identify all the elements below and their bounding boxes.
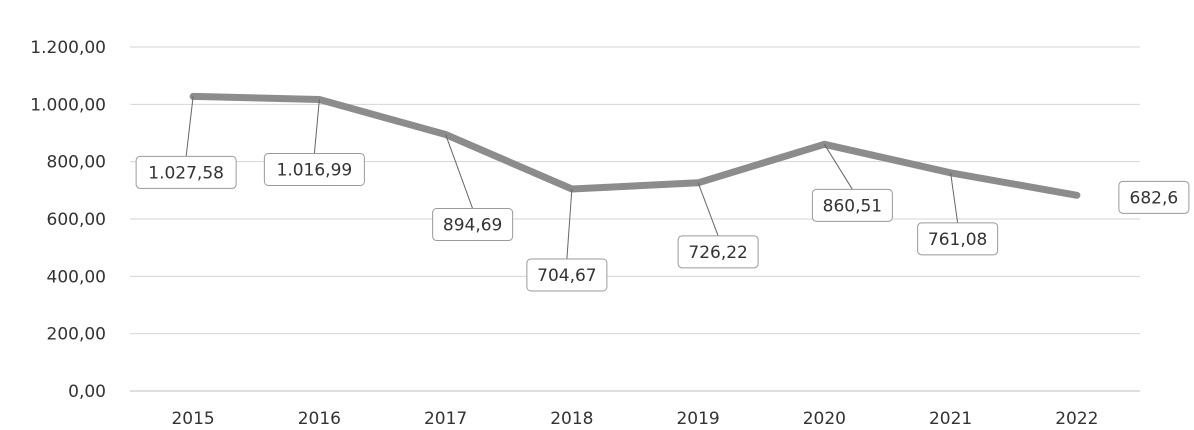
data-label-text: 1.027,58 [148,163,224,183]
data-label-text: 1.016,99 [277,160,353,180]
x-tick-label: 2022 [1055,409,1098,429]
data-label-box [135,155,237,189]
data-label-text: 704,67 [537,266,596,286]
data-labels: 1.027,58 1.016,99 894,69 704,67 726,22 860,51… [135,152,1190,292]
series-lines [189,92,1081,199]
y-tick-label: 200,00 [47,325,106,345]
data-label: 761,08 [917,222,999,256]
data-label-box [1118,180,1190,214]
y-tick-label: 1.000,00 [30,95,106,115]
y-tick-label: 800,00 [47,153,106,173]
series-line [189,92,1081,199]
x-tick-label: 2018 [550,409,593,429]
y-axis-tick-labels: 0,00 200,00 400,00 600,00 800,00 1.000,00 1.20… [30,38,106,402]
data-label-box [677,235,759,269]
data-label-box [263,152,365,186]
data-label-text: 860,51 [823,196,882,216]
x-tick-label: 2019 [676,409,719,429]
data-label-text: 726,22 [688,243,747,263]
x-tick-label: 2021 [929,409,972,429]
leader-line [445,134,474,209]
data-point [1073,192,1080,199]
y-tick-label: 1.200,00 [30,38,106,58]
data-label: 704,67 [526,258,608,292]
data-label-box [526,258,608,292]
data-label: 894,69 [432,208,514,242]
data-label: 726,22 [677,235,759,269]
x-tick-label: 2017 [424,409,467,429]
data-label: 682,6 [1118,180,1190,214]
data-label-box [432,208,514,242]
data-label-box [811,188,893,222]
x-axis-tick-labels: 2015 2016 2017 2018 2019 2020 2021 2022 [171,409,1098,429]
leader-line [566,188,573,260]
data-label: 860,51 [811,188,893,222]
leader-line [823,144,853,190]
data-label: 1.016,99 [263,152,365,186]
leader-line [697,182,719,236]
leader-line [185,96,194,157]
x-tick-label: 2016 [298,409,341,429]
data-label-text: 682,6 [1130,188,1179,208]
x-tick-label: 2020 [803,409,846,429]
y-tick-label: 400,00 [47,267,106,287]
x-tick-label: 2015 [171,409,214,429]
data-label-leaders [185,96,959,260]
data-label: 1.027,58 [135,155,237,189]
y-tick-label: 0,00 [68,382,106,402]
y-tick-label: 600,00 [47,210,106,230]
data-label-box [917,222,999,256]
leader-line [950,172,959,223]
data-label-text: 761,08 [928,230,987,250]
data-label-text: 894,69 [443,216,502,236]
leader-line [313,99,320,154]
